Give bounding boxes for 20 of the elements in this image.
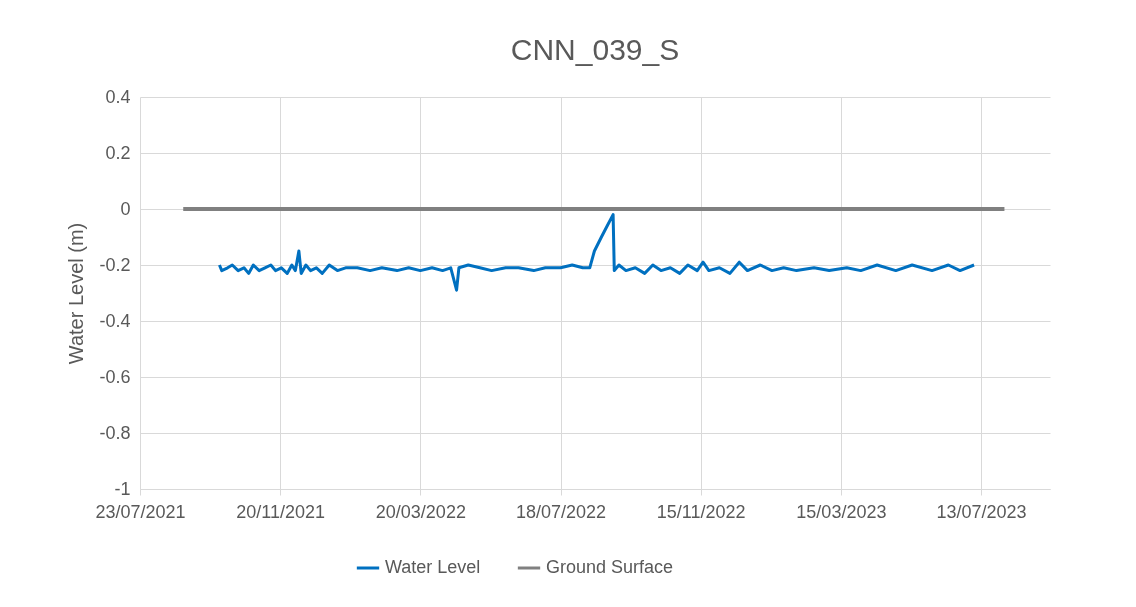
legend-label: Water Level bbox=[385, 557, 481, 577]
x-tick-label: 20/11/2021 bbox=[236, 501, 326, 522]
x-tick-label: 15/11/2022 bbox=[656, 501, 746, 522]
y-tick-label: -0.2 bbox=[99, 254, 131, 275]
y-tick-label: -0.4 bbox=[99, 310, 131, 331]
legend-label: Ground Surface bbox=[546, 557, 674, 577]
x-tick-label: 18/07/2022 bbox=[515, 501, 607, 522]
y-tick-label: 0.2 bbox=[105, 142, 131, 163]
y-tick-label: -0.8 bbox=[99, 422, 131, 443]
chart-title: CNN_039_S bbox=[510, 33, 680, 66]
x-tick-label: 23/07/2021 bbox=[95, 501, 186, 522]
x-tick-label: 13/07/2023 bbox=[936, 501, 1027, 522]
line-series bbox=[217, 213, 976, 292]
y-tick-label: 0 bbox=[120, 198, 131, 219]
y-axis-title: Water Level (m) bbox=[65, 222, 88, 365]
y-tick-label: 0.4 bbox=[105, 86, 131, 107]
x-tick-label: 20/03/2022 bbox=[375, 501, 466, 522]
y-tick-label: -1 bbox=[114, 478, 131, 499]
x-tick-label: 15/03/2023 bbox=[796, 501, 887, 522]
y-tick-label: -0.6 bbox=[99, 366, 131, 387]
